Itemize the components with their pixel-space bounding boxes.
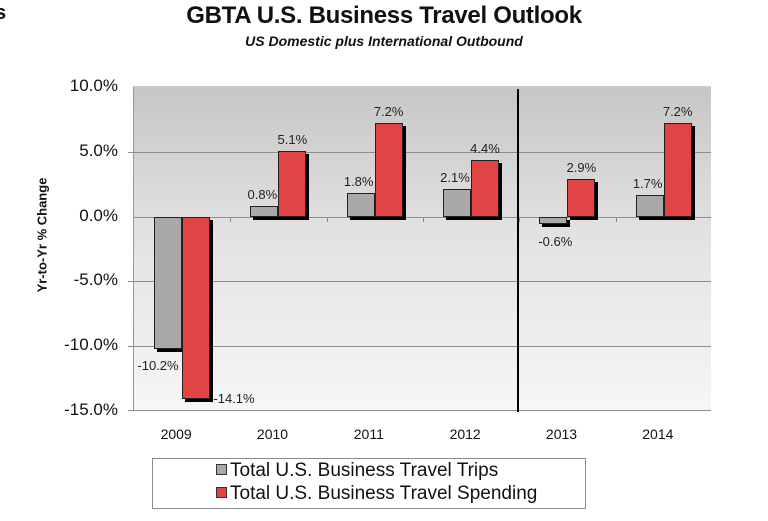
gridline <box>128 151 711 153</box>
trips-data-label-2014: 1.7% <box>632 175 663 191</box>
chart-title: GBTA U.S. Business Travel Outlook <box>186 2 582 29</box>
y-tick-label: 0.0% <box>79 205 118 225</box>
trips-data-label-2013: -0.6% <box>538 234 573 250</box>
spending-data-label-2012: 4.4% <box>470 140 500 156</box>
trips-data-label-2011: 1.8% <box>343 174 374 190</box>
trips-data-label-2012: 2.1% <box>440 170 470 186</box>
forecast-divider-line <box>517 89 519 412</box>
x-tick-label-2013: 2013 <box>545 426 578 442</box>
spending-data-label-2014: 7.2% <box>662 104 693 120</box>
y-tick-label: 5.0% <box>79 140 118 160</box>
legend-item-trips: Total U.S. Business Travel Trips <box>216 460 498 482</box>
x-tick-label-2010: 2010 <box>256 426 289 442</box>
trips-bar-2013 <box>539 216 568 225</box>
y-axis-label: Yr-to-Yr % Change <box>34 177 50 293</box>
chart-subtitle: US Domestic plus International Outbound <box>245 33 523 49</box>
gridline <box>128 346 711 348</box>
trips-bar-2011 <box>346 193 375 217</box>
bottom-axis-line <box>128 410 711 411</box>
x-tick-mark <box>326 216 328 222</box>
spending-data-label-2011: 7.2% <box>373 104 404 120</box>
zero-axis-line <box>134 216 711 218</box>
legend-label-spending: Total U.S. Business Travel Spending <box>230 483 538 504</box>
legend-item-spending: Total U.S. Business Travel Spending <box>216 483 537 505</box>
legend-label-trips: Total U.S. Business Travel Trips <box>230 460 499 481</box>
y-tick-label: -5.0% <box>73 270 118 290</box>
x-tick-mark <box>615 216 617 222</box>
trips-bar-2010 <box>250 206 279 217</box>
spending-bar-2012 <box>471 159 499 217</box>
spending-bar-2013 <box>567 179 596 217</box>
x-tick-label-2012: 2012 <box>449 426 481 442</box>
trips-data-label-2010: 0.8% <box>247 187 278 203</box>
spending-bar-2011 <box>374 123 403 217</box>
x-tick-mark <box>423 216 424 222</box>
spending-data-label-2013: 2.9% <box>566 160 597 176</box>
spending-data-label-2009: -14.1% <box>213 391 255 407</box>
trips-bar-2009 <box>154 216 182 349</box>
trips-swatch-icon <box>216 464 227 475</box>
spending-swatch-icon <box>216 487 227 498</box>
x-tick-mark <box>519 216 521 222</box>
spending-data-label-2010: 5.1% <box>277 131 308 147</box>
x-tick-mark <box>230 216 232 222</box>
gridline <box>128 281 711 283</box>
cropped-text-fragment: s <box>0 2 7 24</box>
spending-bar-2009 <box>182 216 210 400</box>
spending-bar-2010 <box>278 150 307 217</box>
legend: Total U.S. Business Travel Trips Total U… <box>152 458 586 509</box>
y-tick-label: -10.0% <box>64 335 118 355</box>
x-tick-label-2011: 2011 <box>353 426 384 442</box>
trips-data-label-2009: -10.2% <box>137 357 179 373</box>
spending-bar-2014 <box>663 123 692 217</box>
plot-area: -10.2% -14.1% 0.8% 5.1% 1.8% 7.2% 2.1% 4.4% -0.6… <box>128 86 711 411</box>
trips-bar-2012 <box>443 189 471 217</box>
y-tick-label: 10.0% <box>69 76 118 95</box>
x-tick-label-2014: 2014 <box>642 426 674 442</box>
x-tick-label-2009: 2009 <box>160 426 192 442</box>
trips-bar-2014 <box>635 194 664 217</box>
y-tick-label: -15.0% <box>64 400 118 419</box>
